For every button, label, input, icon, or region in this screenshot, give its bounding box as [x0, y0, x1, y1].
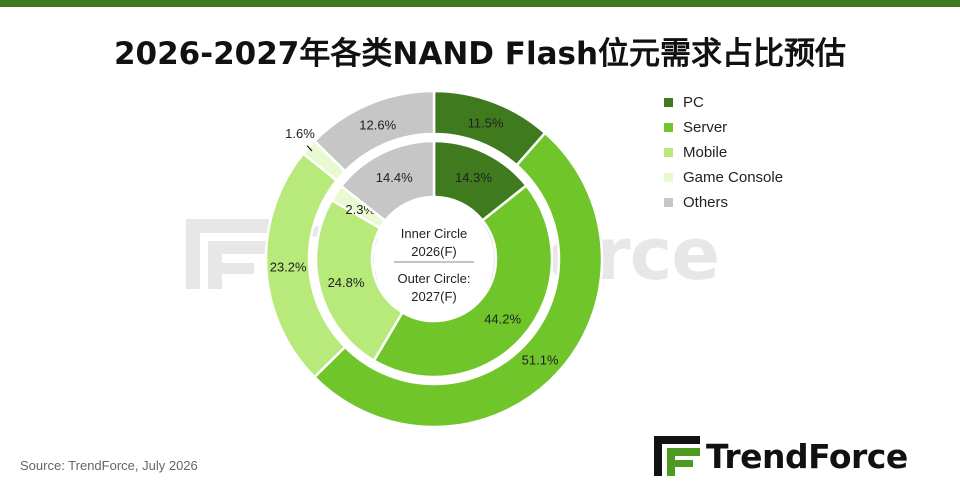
- legend-swatch: [664, 123, 673, 132]
- trendforce-logo: TrendForce: [654, 436, 908, 476]
- slice-label-inner-server: 44.2%: [484, 312, 521, 327]
- center-label-inner-1: Inner Circle: [401, 226, 467, 241]
- slice-label-outer-others: 12.6%: [359, 117, 396, 132]
- legend-label: Others: [683, 194, 729, 211]
- chart-title: 2026-2027年各类NAND Flash位元需求占比预估: [113, 36, 847, 72]
- slice-outer-server: [312, 131, 604, 429]
- legend-swatch: [664, 173, 673, 182]
- top-accent-bar: [0, 0, 960, 7]
- legend-swatch: [664, 198, 673, 207]
- leader-line: [306, 145, 313, 152]
- slice-label-inner-pc: 14.3%: [455, 170, 492, 185]
- logo-mark-icon: [654, 436, 700, 476]
- legend-label: Game Console: [683, 169, 784, 186]
- slice-label-outer-mobile: 23.2%: [270, 259, 307, 274]
- legend-item-pc: PC: [664, 90, 783, 115]
- watermark-logo-icon: [186, 219, 270, 289]
- slice-inner-server: [372, 183, 554, 379]
- legend-swatch: [664, 98, 673, 107]
- legend-label: PC: [683, 94, 704, 111]
- center-label-outer-2: 2027(F): [411, 289, 457, 304]
- center-hole: [374, 199, 494, 319]
- slice-label-outer-game-console: 1.6%: [285, 126, 315, 141]
- legend-item-server: Server: [664, 115, 783, 140]
- legend-label: Server: [683, 119, 728, 136]
- center-label-outer-1: Outer Circle:: [398, 271, 471, 286]
- slice-inner-others: [339, 139, 436, 223]
- legend-label: Mobile: [683, 144, 728, 161]
- logo-text: TrendForce: [706, 436, 908, 476]
- legend: PC Server Mobile Game Console Others: [664, 90, 783, 215]
- legend-item-others: Others: [664, 190, 783, 215]
- source-note: Source: TrendForce, July 2026: [20, 458, 198, 473]
- slice-label-inner-others: 14.4%: [376, 170, 413, 185]
- slice-inner-mobile: [314, 198, 405, 363]
- slice-outer-others: [312, 89, 436, 173]
- center-label-inner-2: 2026(F): [411, 244, 457, 259]
- legend-item-game-console: Game Console: [664, 165, 783, 190]
- slice-label-outer-pc: 11.5%: [468, 115, 504, 130]
- slice-label-inner-mobile: 24.8%: [328, 275, 365, 290]
- slice-label-outer-server: 51.1%: [522, 352, 559, 367]
- legend-item-mobile: Mobile: [664, 140, 783, 165]
- legend-swatch: [664, 148, 673, 157]
